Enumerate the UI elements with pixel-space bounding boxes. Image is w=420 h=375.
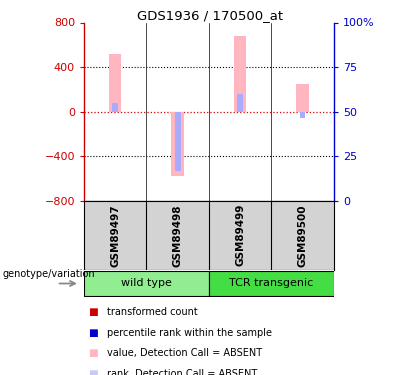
Bar <box>297 84 309 112</box>
Text: GSM89500: GSM89500 <box>298 204 308 267</box>
Text: rank, Detection Call = ABSENT: rank, Detection Call = ABSENT <box>107 369 257 375</box>
Bar <box>109 54 121 112</box>
Text: genotype/variation: genotype/variation <box>2 269 95 279</box>
Text: ■: ■ <box>88 307 98 317</box>
Text: wild type: wild type <box>121 278 172 288</box>
Text: GSM89497: GSM89497 <box>110 204 120 267</box>
Text: percentile rank within the sample: percentile rank within the sample <box>107 328 272 338</box>
Bar <box>237 94 243 112</box>
Bar <box>234 36 247 112</box>
Text: ■: ■ <box>88 328 98 338</box>
Bar <box>113 103 118 112</box>
Text: GSM89499: GSM89499 <box>235 204 245 267</box>
Bar <box>300 112 305 118</box>
Text: GDS1936 / 170500_at: GDS1936 / 170500_at <box>137 9 283 22</box>
Text: value, Detection Call = ABSENT: value, Detection Call = ABSENT <box>107 348 262 358</box>
Text: ■: ■ <box>88 369 98 375</box>
Text: ■: ■ <box>88 348 98 358</box>
Text: TCR transgenic: TCR transgenic <box>229 278 314 288</box>
Text: transformed count: transformed count <box>107 307 198 317</box>
Bar <box>171 112 184 176</box>
Bar <box>175 112 181 171</box>
Text: GSM89498: GSM89498 <box>173 204 183 267</box>
Bar <box>84 272 209 296</box>
Bar <box>209 272 334 296</box>
